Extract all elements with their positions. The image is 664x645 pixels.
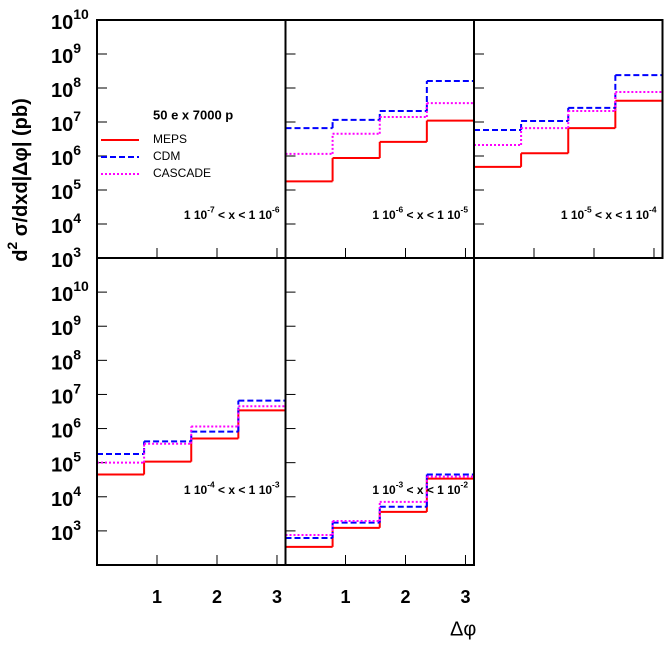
tick-exponent: 5 <box>73 448 81 464</box>
tick-base: 10 <box>51 182 73 204</box>
x-axis-title: Δφ <box>450 618 476 640</box>
tick-exponent: 8 <box>73 74 81 90</box>
tick-exponent: 6 <box>73 414 81 430</box>
tick-base: 10 <box>51 387 73 409</box>
text-part: < x < 1 10 <box>215 483 273 497</box>
tick-exponent: 9 <box>73 312 81 328</box>
tick-exponent: 10 <box>73 6 89 22</box>
tick-exponent: 8 <box>73 346 81 362</box>
tick-exponent: 4 <box>73 482 81 498</box>
y-tick-label: 1010 <box>51 278 89 307</box>
tick-base: 10 <box>51 421 73 443</box>
x-tick-label: 2 <box>212 587 222 607</box>
text-part: 1 10 <box>561 208 585 222</box>
y-tick-label: 105 <box>51 448 81 477</box>
text-part: d <box>10 250 32 262</box>
y-tick-label: 103 <box>51 244 81 273</box>
tick-exponent: 5 <box>73 176 81 192</box>
superscript: -3 <box>272 480 280 490</box>
superscript: -4 <box>207 480 215 490</box>
superscript: -6 <box>272 205 280 215</box>
x-tick-label: 1 <box>340 587 350 607</box>
tick-exponent: 7 <box>73 108 81 124</box>
superscript: -7 <box>207 205 215 215</box>
y-tick-label: 109 <box>51 312 81 341</box>
tick-base: 10 <box>51 523 73 545</box>
y-tick-label: 103 <box>51 517 81 546</box>
panel-frame <box>284 19 475 259</box>
tick-exponent: 7 <box>73 380 81 396</box>
x-tick-label: 1 <box>152 587 162 607</box>
text-part: < x < 1 10 <box>403 483 461 497</box>
tick-base: 10 <box>51 148 73 170</box>
superscript: -5 <box>461 205 469 215</box>
y-tick-label: 108 <box>51 74 81 103</box>
y-tick-label: 104 <box>51 210 81 239</box>
tick-base: 10 <box>51 12 73 34</box>
tick-base: 10 <box>51 353 73 375</box>
panel-frame <box>96 257 287 566</box>
panel-annotation: 1 10-6 < x < 1 10-5 <box>372 205 468 222</box>
tick-base: 10 <box>51 455 73 477</box>
legend-title: 50 e x 7000 p <box>153 107 233 122</box>
panel-annotation: 1 10-7 < x < 1 10-6 <box>184 205 280 222</box>
y-axis-title: d2 σ/dxd|Δφ| (pb) <box>4 98 33 262</box>
tick-base: 10 <box>51 114 73 136</box>
y-tick-label: 106 <box>51 142 81 171</box>
text-part: 1 10 <box>372 483 396 497</box>
panel-annotation: 1 10-3 < x < 1 10-2 <box>372 480 468 497</box>
x-tick-label: 2 <box>400 587 410 607</box>
text-part: < x < 1 10 <box>215 208 273 222</box>
x-tick-label: 3 <box>460 587 470 607</box>
panel-annotation: 1 10-4 < x < 1 10-3 <box>184 480 280 497</box>
superscript: 2 <box>4 242 20 250</box>
superscript: -3 <box>396 480 404 490</box>
y-tick-label: 106 <box>51 414 81 443</box>
superscript: -5 <box>584 205 592 215</box>
tick-base: 10 <box>51 46 73 68</box>
tick-base: 10 <box>51 80 73 102</box>
tick-base: 10 <box>51 250 73 272</box>
tick-base: 10 <box>51 284 73 306</box>
tick-base: 10 <box>51 216 73 238</box>
tick-exponent: 6 <box>73 142 81 158</box>
y-tick-label: 105 <box>51 176 81 205</box>
y-tick-label: 107 <box>51 108 81 137</box>
tick-exponent: 4 <box>73 210 81 226</box>
tick-exponent: 3 <box>73 517 81 533</box>
panel-annotation: 1 10-5 < x < 1 10-4 <box>561 205 657 222</box>
y-tick-label: 108 <box>51 346 81 375</box>
text-part: < x < 1 10 <box>592 208 650 222</box>
text-part: 1 10 <box>184 208 208 222</box>
legend-label: CASCADE <box>153 166 211 180</box>
tick-exponent: 9 <box>73 40 81 56</box>
panel-frame <box>284 257 475 566</box>
y-tick-label: 104 <box>51 482 81 511</box>
tick-exponent: 10 <box>73 278 89 294</box>
y-tick-label: 107 <box>51 380 81 409</box>
superscript: -2 <box>461 480 469 490</box>
tick-base: 10 <box>51 319 73 341</box>
y-tick-label: 1010 <box>51 6 89 35</box>
legend-label: MEPS <box>153 132 187 146</box>
legend-label: CDM <box>153 149 180 163</box>
x-tick-label: 3 <box>272 587 282 607</box>
superscript: -4 <box>649 205 657 215</box>
tick-exponent: 3 <box>73 244 81 260</box>
y-tick-label: 109 <box>51 40 81 69</box>
text-part: 1 10 <box>184 483 208 497</box>
text-part: σ/dxd|Δφ| (pb) <box>10 98 32 242</box>
superscript: -6 <box>396 205 404 215</box>
panel-frame <box>473 19 664 259</box>
text-part: 1 10 <box>372 208 396 222</box>
tick-base: 10 <box>51 489 73 511</box>
text-part: < x < 1 10 <box>403 208 461 222</box>
